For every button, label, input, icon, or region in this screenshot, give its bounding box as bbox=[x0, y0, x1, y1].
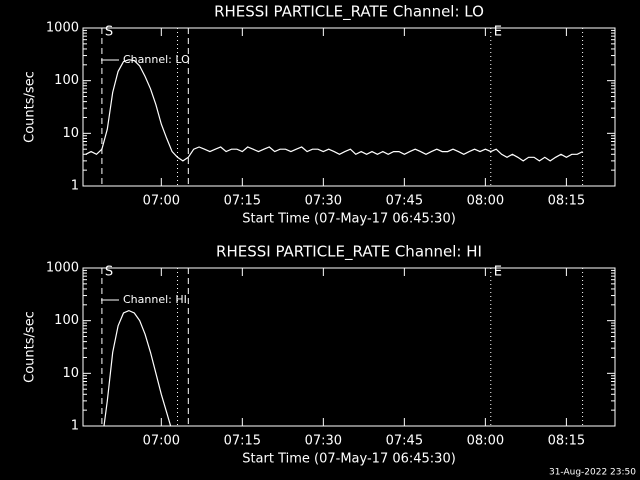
y-tick-label: 10 bbox=[62, 366, 79, 381]
x-tick-label: 08:15 bbox=[548, 194, 585, 209]
x-tick-label: 07:30 bbox=[305, 194, 342, 209]
legend-label: Channel: HI bbox=[123, 293, 187, 306]
y-tick-label: 1 bbox=[71, 179, 79, 194]
x-tick-label: 07:15 bbox=[224, 194, 261, 209]
y-axis-label: Counts/sec bbox=[23, 311, 38, 383]
plot-area bbox=[85, 59, 583, 162]
x-tick-label: 08:15 bbox=[548, 434, 585, 449]
x-tick-label: 07:00 bbox=[143, 434, 180, 449]
x-tick-label: 08:00 bbox=[467, 434, 504, 449]
annotation: S bbox=[105, 265, 113, 280]
data-line bbox=[85, 59, 583, 162]
data-line bbox=[103, 309, 172, 426]
y-tick-label: 10 bbox=[62, 126, 79, 141]
y-axis-label: Counts/sec bbox=[23, 71, 38, 143]
y-tick-label: 100 bbox=[54, 313, 79, 328]
plot-frame bbox=[82, 267, 616, 427]
y-tick-label: 1000 bbox=[46, 261, 79, 276]
x-axis-label: Start Time (07-May-17 06:45:30) bbox=[242, 212, 456, 227]
plot-frame bbox=[82, 27, 616, 187]
x-tick-label: 07:30 bbox=[305, 434, 342, 449]
y-tick-label: 1 bbox=[71, 419, 79, 434]
x-tick-label: 07:45 bbox=[386, 434, 423, 449]
footer: 31-Aug-2022 23:50 bbox=[549, 468, 636, 478]
legend-label: Channel: LO bbox=[123, 53, 190, 66]
x-axis-label: Start Time (07-May-17 06:45:30) bbox=[242, 452, 456, 467]
annotation: E bbox=[494, 265, 502, 280]
y-tick-label: 100 bbox=[54, 73, 79, 88]
x-tick-label: 07:15 bbox=[224, 434, 261, 449]
x-tick-label: 08:00 bbox=[467, 194, 504, 209]
chart-title: RHESSI PARTICLE_RATE Channel: HI bbox=[216, 243, 482, 262]
chart-title: RHESSI PARTICLE_RATE Channel: LO bbox=[214, 3, 484, 22]
y-tick-label: 1000 bbox=[46, 21, 79, 36]
annotation: E bbox=[494, 25, 502, 40]
annotation: S bbox=[105, 25, 113, 40]
x-tick-label: 07:00 bbox=[143, 194, 180, 209]
plot-area bbox=[103, 309, 172, 426]
x-tick-label: 07:45 bbox=[386, 194, 423, 209]
